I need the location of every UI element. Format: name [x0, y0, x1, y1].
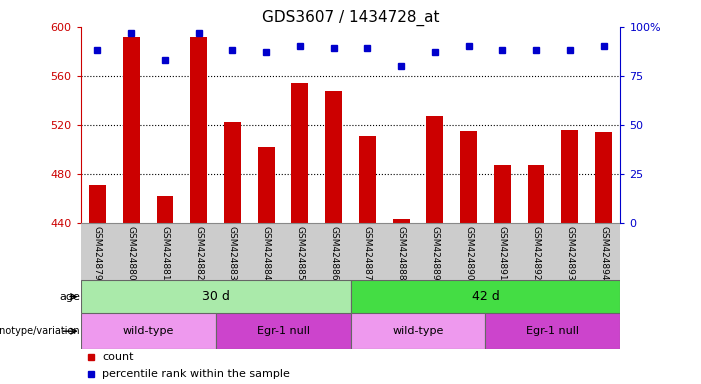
Text: GSM424894: GSM424894: [599, 226, 608, 280]
Bar: [595, 132, 612, 223]
Bar: [325, 91, 342, 223]
Text: Egr-1 null: Egr-1 null: [257, 326, 310, 336]
Bar: [350, 313, 485, 349]
Bar: [460, 131, 477, 223]
Text: GSM424881: GSM424881: [161, 226, 170, 280]
Text: Egr-1 null: Egr-1 null: [526, 326, 580, 336]
Bar: [224, 122, 241, 223]
Text: wild-type: wild-type: [123, 326, 174, 336]
Text: wild-type: wild-type: [393, 326, 444, 336]
Bar: [81, 313, 216, 349]
Text: GSM424885: GSM424885: [295, 226, 304, 280]
Bar: [292, 83, 308, 223]
Text: GSM424884: GSM424884: [261, 226, 271, 280]
Bar: [528, 165, 545, 223]
Bar: [216, 313, 350, 349]
Bar: [81, 280, 350, 313]
Bar: [562, 130, 578, 223]
Text: GSM424891: GSM424891: [498, 226, 507, 280]
Bar: [156, 196, 173, 223]
Text: GSM424889: GSM424889: [430, 226, 440, 280]
Bar: [393, 219, 409, 223]
Bar: [123, 37, 139, 223]
Title: GDS3607 / 1434728_at: GDS3607 / 1434728_at: [261, 9, 440, 25]
Bar: [89, 185, 106, 223]
Text: count: count: [102, 352, 134, 362]
Text: GSM424886: GSM424886: [329, 226, 338, 280]
Bar: [350, 280, 620, 313]
Text: GSM424893: GSM424893: [565, 226, 574, 280]
Text: GSM424892: GSM424892: [531, 226, 540, 280]
Bar: [485, 313, 620, 349]
Text: 42 d: 42 d: [472, 290, 499, 303]
Text: GSM424883: GSM424883: [228, 226, 237, 280]
Text: genotype/variation: genotype/variation: [0, 326, 81, 336]
Text: GSM424880: GSM424880: [127, 226, 136, 280]
Bar: [359, 136, 376, 223]
Text: age: age: [60, 291, 81, 302]
Text: GSM424888: GSM424888: [397, 226, 406, 280]
Text: 30 d: 30 d: [202, 290, 229, 303]
Bar: [494, 165, 511, 223]
Text: GSM424879: GSM424879: [93, 226, 102, 280]
Text: GSM424890: GSM424890: [464, 226, 473, 280]
Text: GSM424887: GSM424887: [363, 226, 372, 280]
Text: percentile rank within the sample: percentile rank within the sample: [102, 369, 290, 379]
Bar: [426, 116, 443, 223]
Text: GSM424882: GSM424882: [194, 226, 203, 280]
Bar: [258, 147, 275, 223]
Bar: [190, 37, 207, 223]
